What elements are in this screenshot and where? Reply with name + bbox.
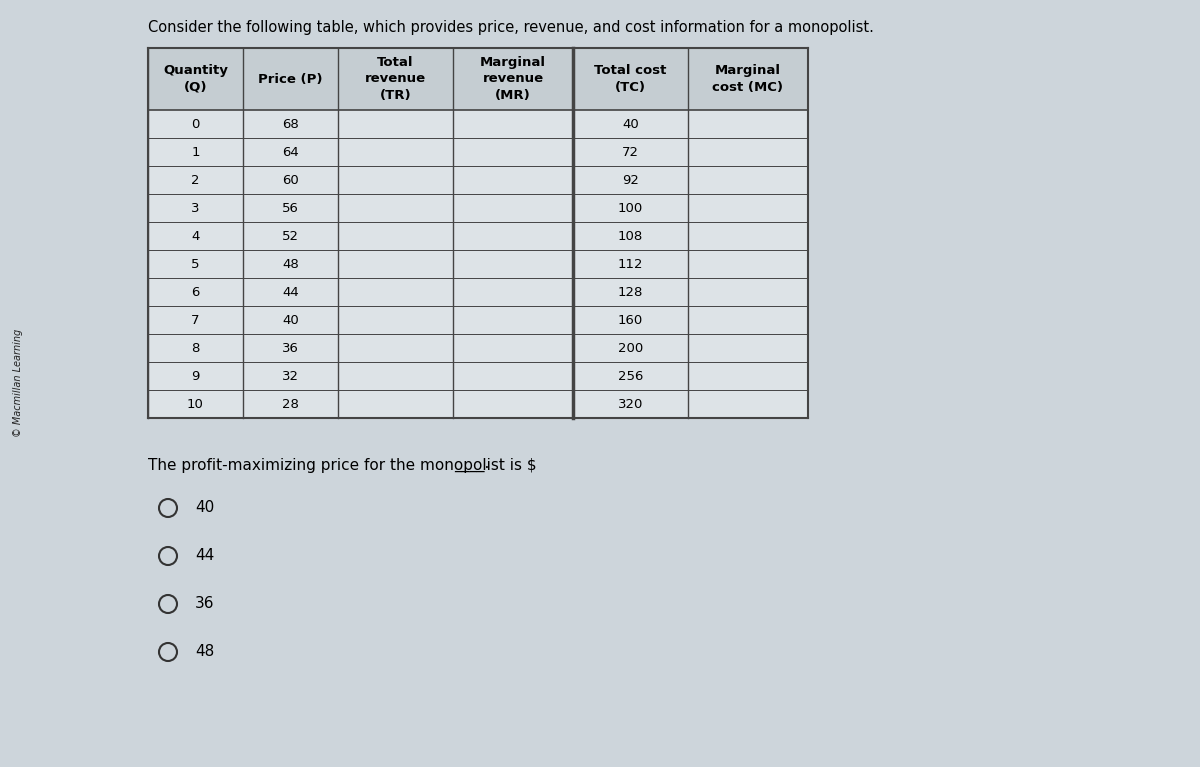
Text: 72: 72 [622, 146, 640, 159]
Text: Marginal
cost (MC): Marginal cost (MC) [713, 64, 784, 94]
Text: Quantity
(Q): Quantity (Q) [163, 64, 228, 94]
Text: 64: 64 [282, 146, 299, 159]
Text: 36: 36 [282, 341, 299, 354]
Text: 52: 52 [282, 229, 299, 242]
Text: 160: 160 [618, 314, 643, 327]
Text: 4: 4 [191, 229, 199, 242]
Text: 6: 6 [191, 285, 199, 298]
Text: 112: 112 [618, 258, 643, 271]
Bar [148, 362, 808, 390]
Text: Total cost
(TC): Total cost (TC) [594, 64, 667, 94]
Text: 3: 3 [191, 202, 199, 215]
Text: Total
revenue
(TR): Total revenue (TR) [365, 56, 426, 102]
Text: Marginal
revenue
(MR): Marginal revenue (MR) [480, 56, 546, 102]
Text: 100: 100 [618, 202, 643, 215]
Text: 7: 7 [191, 314, 199, 327]
Text: 32: 32 [282, 370, 299, 383]
Bar [148, 194, 808, 222]
Text: Price (P): Price (P) [258, 73, 323, 85]
Text: 320: 320 [618, 397, 643, 410]
Text: 40: 40 [194, 501, 215, 515]
Bar [148, 48, 808, 110]
Text: 1: 1 [191, 146, 199, 159]
Text: 10: 10 [187, 397, 204, 410]
Text: 92: 92 [622, 173, 638, 186]
Text: 68: 68 [282, 117, 299, 130]
Text: 5: 5 [191, 258, 199, 271]
Text: 44: 44 [194, 548, 215, 564]
Bar [148, 222, 808, 250]
Text: 56: 56 [282, 202, 299, 215]
Text: 40: 40 [622, 117, 638, 130]
Bar [148, 334, 808, 362]
Text: The profit-maximizing price for the monopolist is $: The profit-maximizing price for the mono… [148, 458, 536, 473]
Text: 256: 256 [618, 370, 643, 383]
Text: 40: 40 [282, 314, 299, 327]
Text: 200: 200 [618, 341, 643, 354]
Text: 128: 128 [618, 285, 643, 298]
Text: 36: 36 [194, 597, 215, 611]
Text: ____.: ____. [454, 458, 490, 473]
Text: 28: 28 [282, 397, 299, 410]
Bar [148, 166, 808, 194]
Text: © Macmillan Learning: © Macmillan Learning [13, 329, 23, 437]
Bar [148, 138, 808, 166]
Text: 60: 60 [282, 173, 299, 186]
Text: Consider the following table, which provides price, revenue, and cost informatio: Consider the following table, which prov… [148, 20, 874, 35]
Text: 0: 0 [191, 117, 199, 130]
Bar [148, 110, 808, 138]
Bar [148, 306, 808, 334]
Bar [148, 250, 808, 278]
Text: 8: 8 [191, 341, 199, 354]
Text: 2: 2 [191, 173, 199, 186]
Text: 9: 9 [191, 370, 199, 383]
Bar [148, 390, 808, 418]
Bar [148, 278, 808, 306]
Text: 48: 48 [194, 644, 215, 660]
Text: 48: 48 [282, 258, 299, 271]
Text: 44: 44 [282, 285, 299, 298]
Text: 108: 108 [618, 229, 643, 242]
